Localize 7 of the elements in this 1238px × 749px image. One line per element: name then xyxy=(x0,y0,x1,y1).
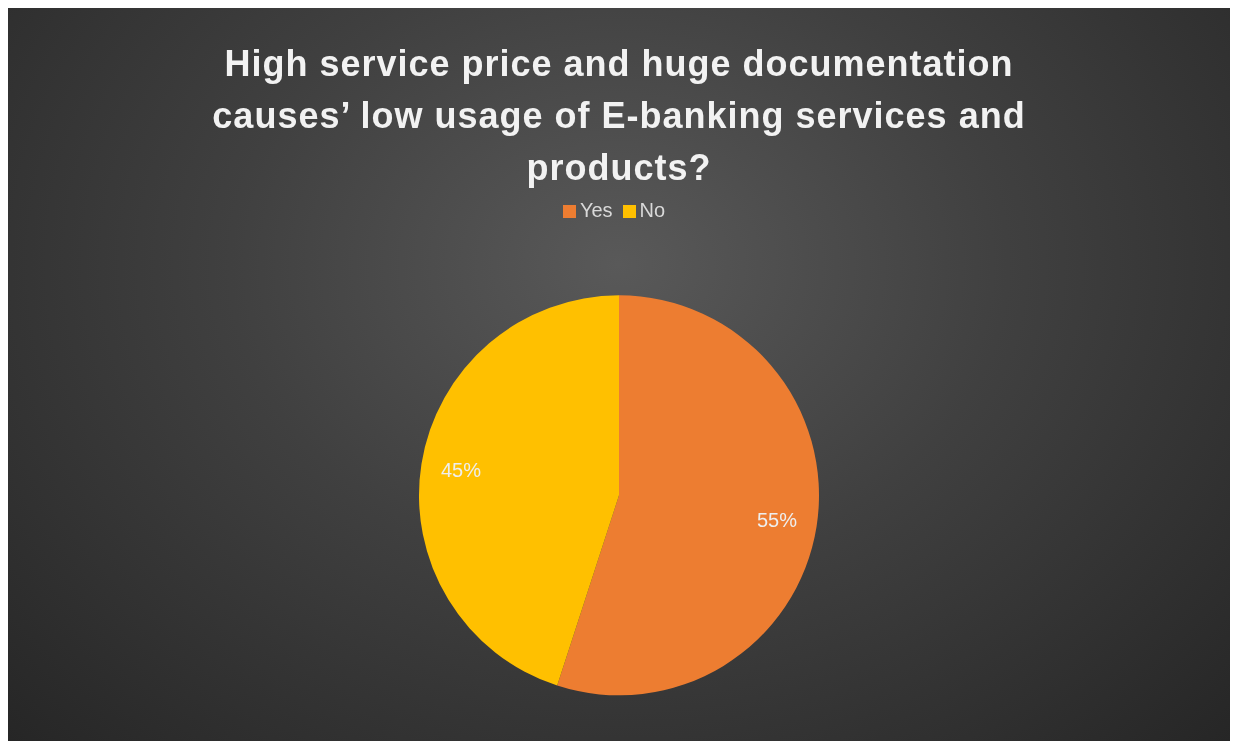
pie-slice xyxy=(557,295,819,696)
pie-slice xyxy=(419,295,619,686)
legend-label: No xyxy=(639,199,666,221)
data-label: 55% xyxy=(757,509,798,532)
legend-label: Yes xyxy=(579,199,613,221)
chart-title: High service price and huge documentation causes’ low usage of E-banking services and products? xyxy=(211,42,1027,190)
data-label: 45% xyxy=(440,459,482,482)
